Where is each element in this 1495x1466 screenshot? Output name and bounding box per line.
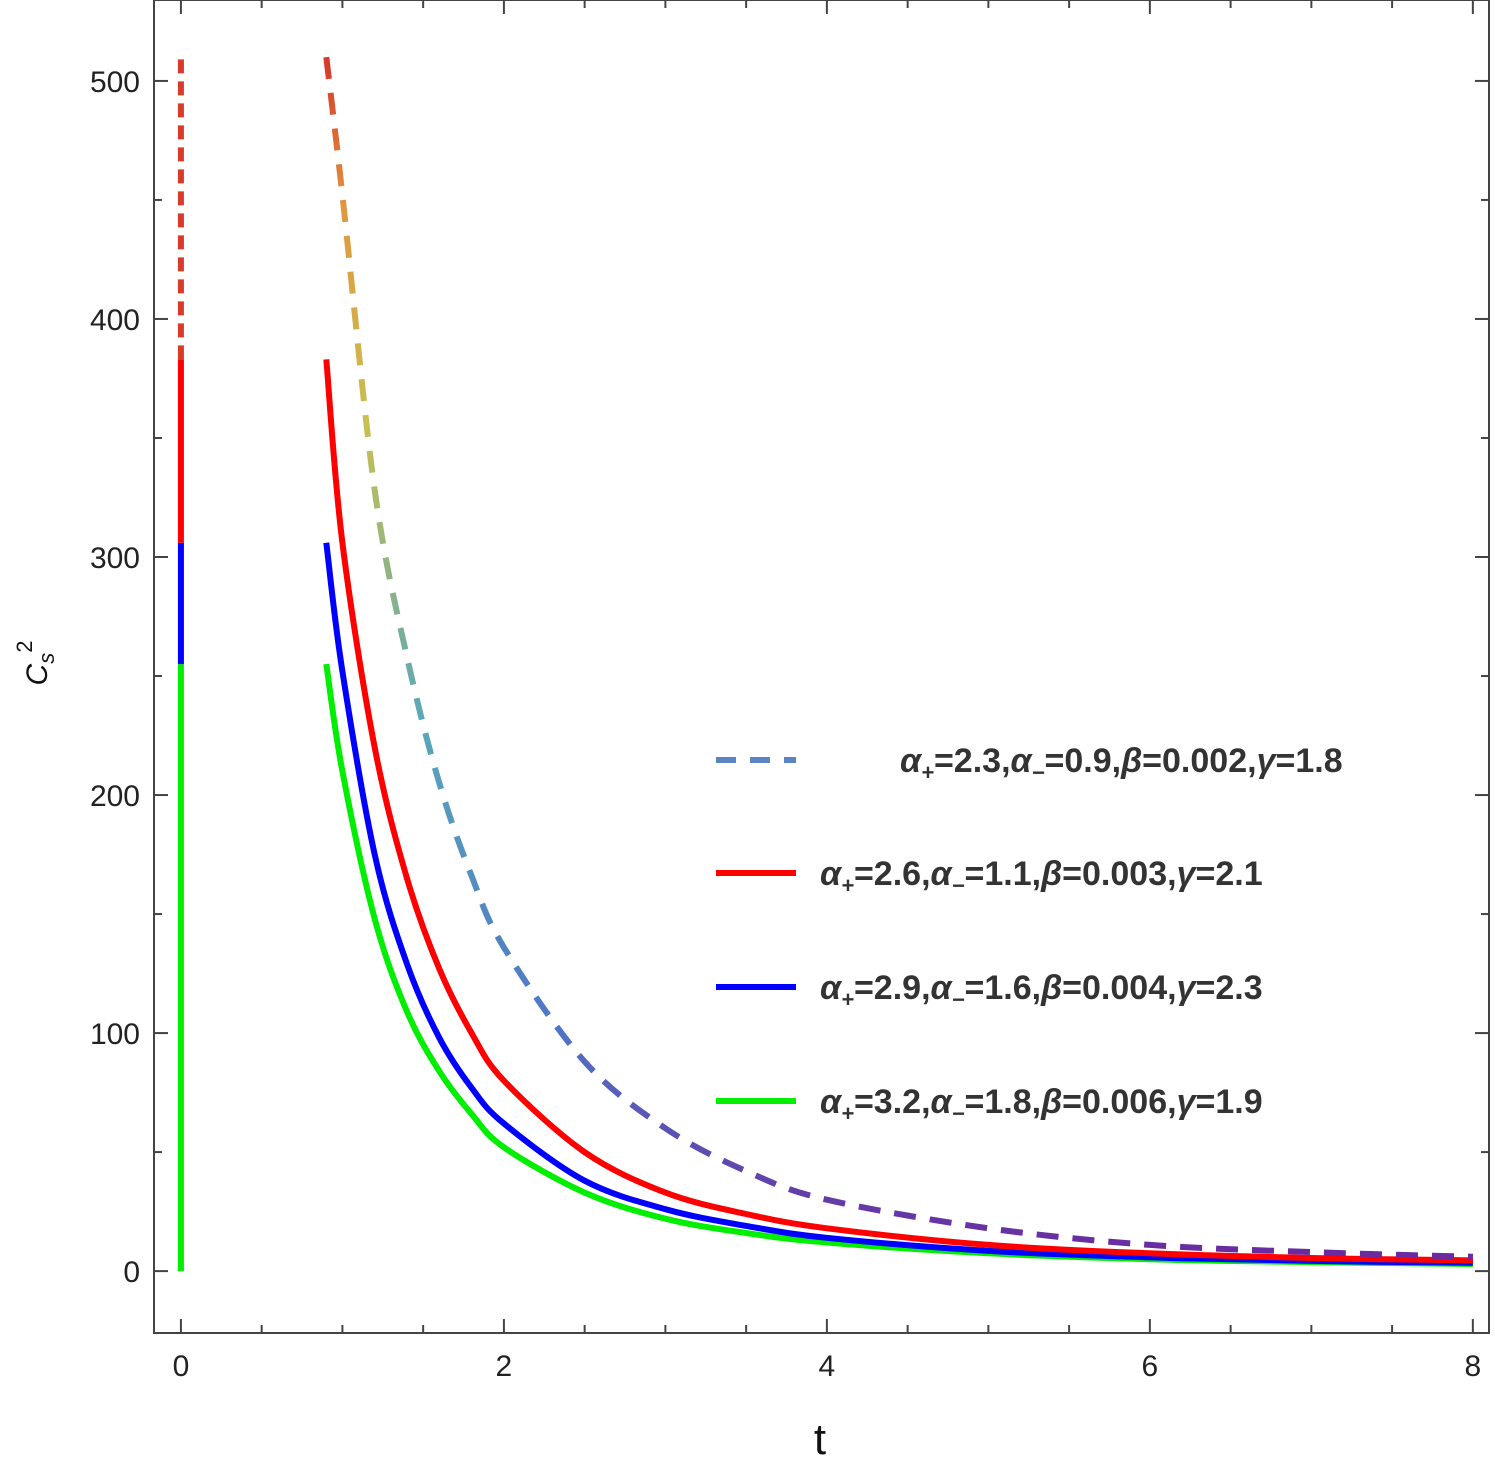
legend-label-2: α+=2.6,α−=1.1,β=0.003,γ=2.1 (820, 855, 1263, 898)
series-line-3 (323, 542, 1473, 1266)
axis-ticks (154, 0, 1489, 1333)
series-line-1 (323, 56, 1473, 1260)
svg-text:Cs2: Cs2 (12, 641, 59, 686)
legend-label-3: α+=2.9,α−=1.6,β=0.004,γ=2.3 (820, 969, 1263, 1012)
x-tick-label: 4 (819, 1350, 836, 1383)
plot-frame (153, 0, 1490, 1334)
axis-tick-labels: 0 2 4 6 8 0 100 200 300 400 500 (90, 66, 1481, 1383)
x-axis-title: t (814, 1415, 826, 1464)
y-tick-label: 200 (90, 780, 140, 813)
y-tick-label: 500 (90, 66, 140, 99)
series-line-2 (323, 359, 1473, 1264)
x-tick-label: 6 (1142, 1350, 1159, 1383)
y-tick-label: 300 (90, 542, 140, 575)
x-tick-label: 0 (173, 1350, 190, 1383)
y-tick-label: 400 (90, 304, 140, 337)
y-axis-title: Cs2 (12, 641, 59, 686)
series-layer (323, 56, 1473, 1267)
x-tick-label: 2 (496, 1350, 513, 1383)
y-axis-title-sup: 2 (12, 641, 37, 653)
y-axis-title-main: C (21, 663, 54, 685)
legend-label-4: α+=3.2,α−=1.8,β=0.006,γ=1.9 (820, 1083, 1263, 1126)
y-tick-label: 0 (123, 1256, 140, 1289)
x-tick-label: 8 (1465, 1350, 1482, 1383)
legend: α+=2.3,α−=0.9,β=0.002,γ=1.8 α+=2.6,α−=1.1… (716, 742, 1343, 1126)
y-axis-title-sub: s (34, 653, 59, 664)
legend-label-1: α+=2.3,α−=0.9,β=0.002,γ=1.8 (900, 742, 1343, 785)
y-tick-label: 100 (90, 1018, 140, 1051)
